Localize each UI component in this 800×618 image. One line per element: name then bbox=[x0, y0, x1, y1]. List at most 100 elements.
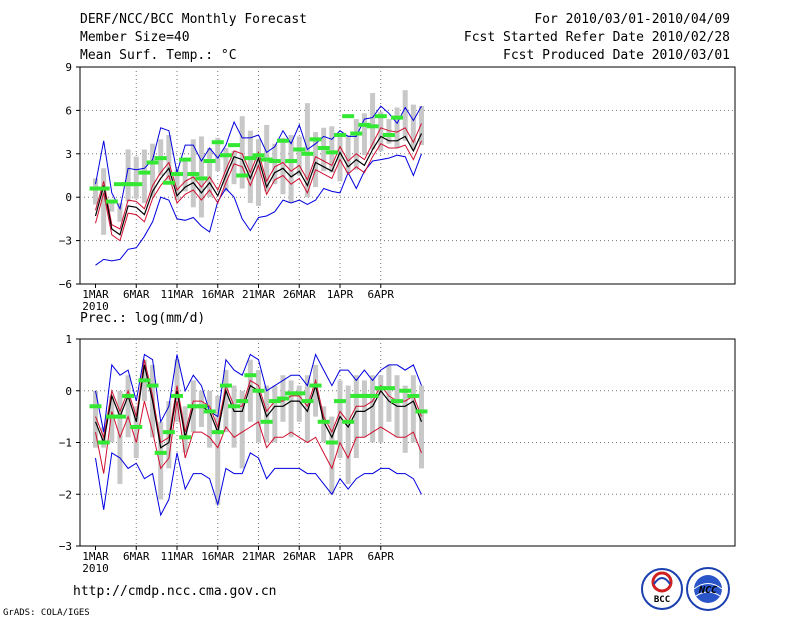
median-marker bbox=[219, 383, 232, 388]
median-marker bbox=[366, 124, 379, 129]
x-tick-label: 1MAR bbox=[82, 288, 109, 301]
spread-box bbox=[141, 149, 147, 203]
bcc-logo-arc bbox=[653, 577, 671, 585]
spread-box bbox=[321, 406, 327, 443]
chart-panel-2: 1 0 −1 −2 −3 1MAR 6MAR 11MAR 16MAR 21MAR 26MAR 1APR… bbox=[59, 333, 736, 575]
median-marker bbox=[268, 159, 281, 164]
median-marker bbox=[309, 137, 322, 142]
median-marker bbox=[317, 419, 330, 424]
series-lower-outer bbox=[95, 452, 422, 517]
spread-box bbox=[117, 202, 123, 222]
spread-box bbox=[361, 113, 367, 156]
x-tick-label: 1APR bbox=[327, 550, 354, 563]
spread-box bbox=[419, 385, 424, 469]
spread-box bbox=[345, 385, 351, 484]
spread-box bbox=[378, 111, 384, 151]
median-marker bbox=[171, 393, 183, 398]
median-marker bbox=[301, 399, 314, 404]
spread-box bbox=[215, 395, 221, 505]
median-marker bbox=[203, 159, 216, 164]
spread-box bbox=[304, 103, 310, 198]
median-marker bbox=[350, 131, 363, 136]
median-marker bbox=[244, 156, 257, 161]
x-tick-label: 6MAR bbox=[123, 550, 150, 563]
x-tick-label: 11MAR bbox=[160, 550, 193, 563]
spread-box bbox=[402, 385, 408, 453]
chart-panel-1: 9 6 3 0 −3 −6 1MAR 6MAR 11MAR 16MAR 21MAR 26MAR 1APR… bbox=[59, 61, 736, 313]
spread-box bbox=[329, 416, 335, 495]
median-marker bbox=[391, 399, 404, 404]
spread-box bbox=[296, 385, 302, 422]
x-tick-label: 6APR bbox=[368, 288, 395, 301]
grads-credit: GrADS: COLA/IGES bbox=[3, 608, 90, 618]
spread-box bbox=[410, 375, 416, 443]
y-tick-label: −3 bbox=[59, 235, 72, 248]
plot-frame bbox=[79, 66, 736, 285]
median-marker bbox=[122, 393, 135, 398]
y-tick-label: −3 bbox=[59, 540, 72, 553]
median-marker bbox=[179, 157, 192, 162]
series-ensemble-mean bbox=[94, 133, 423, 236]
median-marker bbox=[374, 386, 387, 391]
median-marker bbox=[244, 373, 257, 378]
spread-box bbox=[288, 134, 294, 203]
panel-title: Prec.: log(mm/d) bbox=[80, 311, 205, 326]
median-marker bbox=[260, 157, 273, 162]
median-marker bbox=[113, 414, 126, 419]
median-marker bbox=[195, 404, 208, 409]
forecast-produced-date: Fcst Produced Date 2010/03/01 bbox=[503, 48, 730, 63]
spread-box bbox=[337, 133, 343, 182]
median-marker bbox=[105, 199, 118, 204]
median-marker bbox=[211, 140, 224, 145]
spread-box bbox=[182, 161, 188, 192]
median-marker bbox=[89, 186, 102, 191]
median-marker bbox=[358, 393, 371, 398]
median-marker bbox=[285, 159, 298, 164]
median-marker bbox=[236, 399, 249, 404]
median-marker bbox=[130, 424, 143, 429]
spread-box bbox=[329, 126, 335, 173]
median-marker bbox=[219, 153, 232, 158]
x-tick-label: 26MAR bbox=[283, 288, 316, 301]
spread-box bbox=[207, 390, 213, 448]
x-year-label: 2010 bbox=[82, 562, 109, 575]
y-tick-label: 0 bbox=[65, 191, 72, 204]
median-marker bbox=[358, 122, 371, 127]
spread-box bbox=[198, 390, 204, 427]
median-marker bbox=[236, 173, 249, 178]
spread-box bbox=[223, 370, 229, 433]
median-marker bbox=[366, 393, 379, 398]
spread-box bbox=[353, 375, 359, 459]
median-marker bbox=[138, 170, 151, 175]
median-marker bbox=[325, 150, 338, 155]
ncc-logo: NCC bbox=[686, 567, 730, 611]
x-tick-label: 21MAR bbox=[242, 550, 275, 563]
spread-box bbox=[272, 143, 278, 185]
median-marker bbox=[317, 146, 330, 151]
median-marker bbox=[293, 391, 306, 396]
median-marker bbox=[187, 172, 200, 177]
median-marker bbox=[415, 409, 428, 414]
median-marker bbox=[325, 440, 338, 445]
median-marker bbox=[195, 176, 208, 181]
spread-box bbox=[280, 137, 286, 195]
spread-box bbox=[361, 380, 367, 438]
y-tick-label: 0 bbox=[65, 385, 72, 398]
series-lower-inner bbox=[95, 140, 422, 242]
median-marker bbox=[374, 114, 387, 119]
spread-box bbox=[247, 130, 253, 203]
y-tick-label: −1 bbox=[59, 437, 72, 450]
y-tick-label: 6 bbox=[65, 104, 72, 117]
median-marker bbox=[285, 391, 298, 396]
median-marker bbox=[146, 160, 159, 165]
median-marker bbox=[105, 414, 118, 419]
figure-title: DERF/NCC/BCC Monthly Forecast bbox=[80, 12, 307, 27]
spread-box bbox=[264, 385, 270, 443]
forecast-period: For 2010/03/01-2010/04/09 bbox=[534, 12, 730, 27]
median-marker bbox=[407, 393, 420, 398]
spread-box bbox=[410, 104, 416, 150]
spread-box bbox=[93, 390, 98, 448]
spread-box bbox=[337, 380, 343, 459]
median-marker bbox=[89, 404, 102, 409]
